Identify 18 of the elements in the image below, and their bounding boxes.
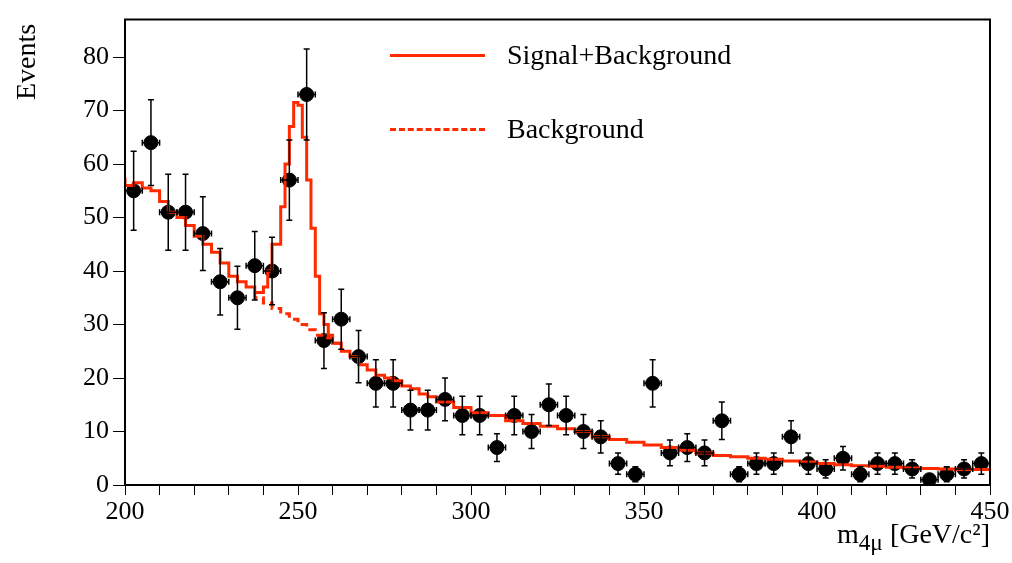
y-tick-label: 0 — [96, 468, 109, 498]
y-axis-title: Events — [10, 23, 42, 100]
x-tick-label: 250 — [278, 496, 318, 526]
y-tick-label: 60 — [83, 147, 109, 177]
x-axis-title: m$_{4μ}$ [GeV/c²] — [836, 518, 990, 556]
x-tick-label: 200 — [105, 496, 145, 526]
x-tick-label: 400 — [797, 496, 837, 526]
y-tick-label: 20 — [83, 361, 109, 391]
y-tick-label: 80 — [83, 40, 109, 70]
y-tick-label: 50 — [83, 201, 109, 231]
x-tick-label: 300 — [451, 496, 491, 526]
y-tick-label: 40 — [83, 254, 109, 284]
y-tick-label: 70 — [83, 94, 109, 124]
x-tick-label: 350 — [624, 496, 664, 526]
y-tick-label: 30 — [83, 308, 109, 338]
legend-label: Signal+Background — [507, 39, 732, 71]
y-tick-label: 10 — [83, 415, 109, 445]
legend-label: Background — [507, 113, 644, 145]
